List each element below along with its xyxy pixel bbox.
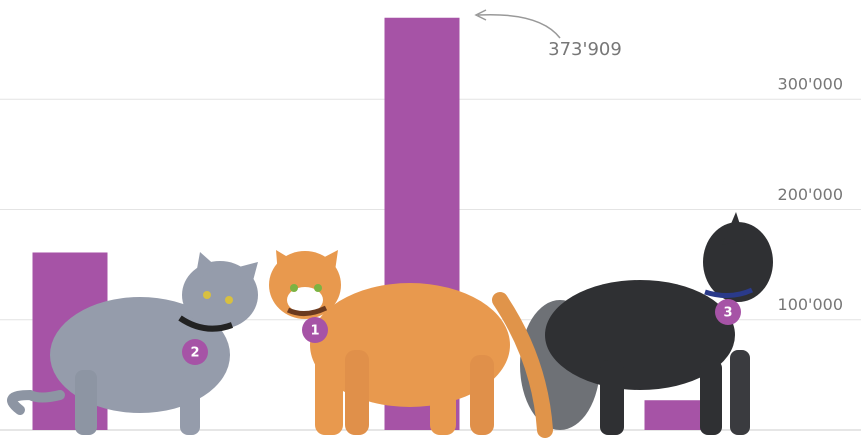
annotation-arrow (478, 15, 560, 38)
y-tick-label: 100'000 (778, 295, 843, 314)
y-tick-label: 300'000 (778, 75, 843, 94)
badge-label: 1 (310, 324, 319, 339)
value-label: 373'909 (548, 39, 622, 60)
chart: 2 1 3 100'000 200'000 300'000 373'909 (0, 0, 861, 441)
badge-label: 2 (190, 346, 199, 361)
y-tick-label: 200'000 (778, 185, 843, 204)
badge-label: 3 (723, 306, 732, 321)
